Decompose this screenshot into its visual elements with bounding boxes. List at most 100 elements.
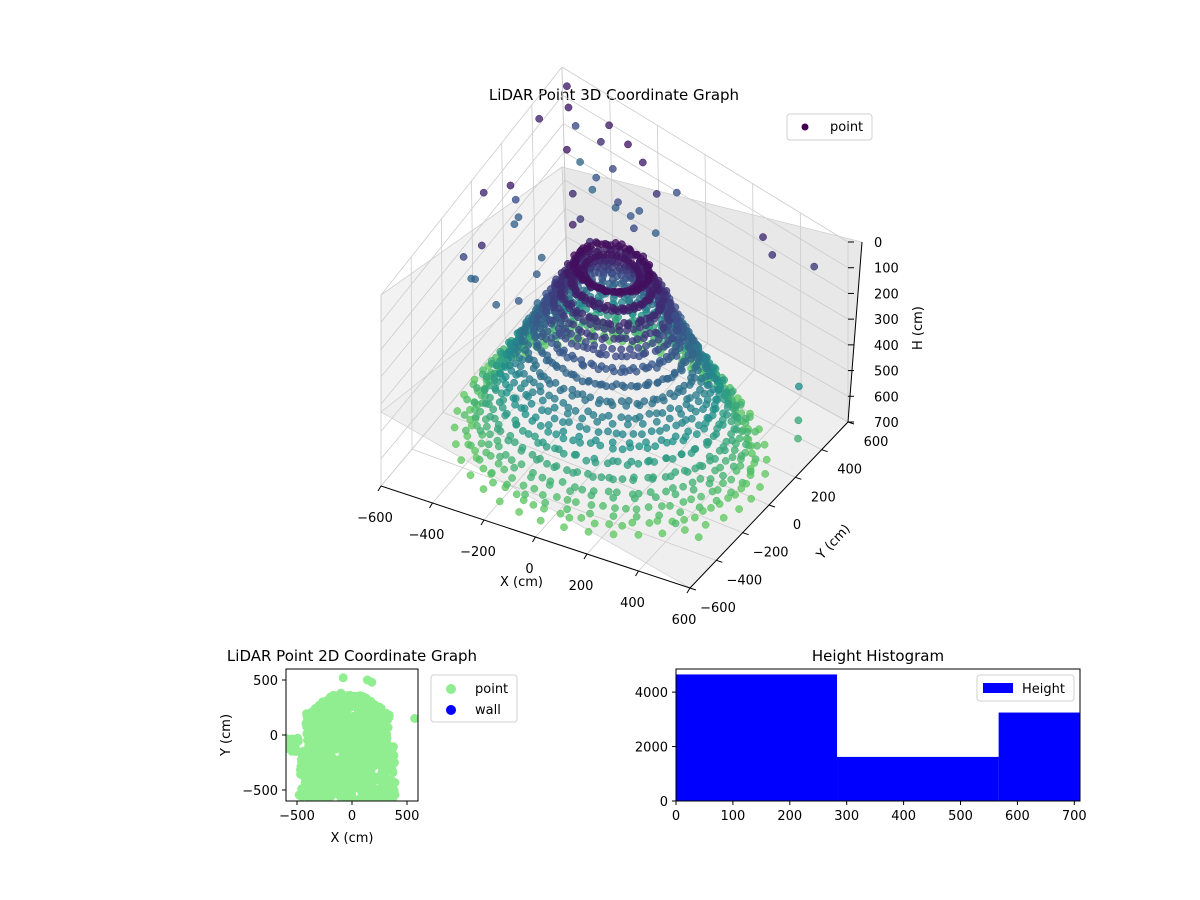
- point3d: [638, 158, 647, 167]
- point3d: [489, 405, 498, 414]
- point3d: [463, 395, 471, 404]
- point2d: [358, 695, 368, 705]
- point3d: [700, 424, 709, 433]
- histogram-x-tick-label: 300: [834, 809, 859, 824]
- point3d: [795, 382, 803, 391]
- point3d: [651, 493, 660, 502]
- point2d: [364, 731, 374, 741]
- point2d: [388, 742, 398, 752]
- point3d: [487, 469, 496, 477]
- point3d: [698, 462, 707, 471]
- point3d: [512, 490, 521, 499]
- plot3d-legend-box: [786, 113, 873, 141]
- point3d: [683, 468, 692, 476]
- grid-line: [799, 212, 802, 396]
- point3d: [578, 414, 587, 423]
- point3d: [521, 410, 530, 419]
- point2d: [318, 697, 328, 707]
- point2d: [366, 781, 376, 791]
- grid-line: [561, 66, 568, 266]
- plot2d-y-tick-label: 500: [253, 674, 278, 689]
- point3d: [514, 213, 523, 222]
- point3d: [452, 440, 460, 448]
- point2d: [306, 721, 316, 731]
- point3d: [659, 324, 668, 333]
- point3d: [718, 421, 727, 429]
- point3d: [624, 140, 632, 149]
- point3d: [735, 505, 743, 513]
- point3d: [518, 355, 526, 364]
- point3d: [496, 452, 504, 461]
- point3d: [510, 220, 519, 229]
- point3d: [737, 452, 746, 460]
- grid-line: [440, 218, 444, 413]
- grid-line: [380, 66, 563, 296]
- histogram-x-tick-label: 100: [720, 809, 745, 824]
- plot2d-x-tick-label: 0: [348, 809, 356, 824]
- point3d: [504, 436, 513, 445]
- point2d: [381, 708, 391, 718]
- point3d: [542, 308, 551, 317]
- point3d: [559, 399, 568, 407]
- point3d: [657, 436, 666, 444]
- point2d: [375, 748, 385, 758]
- point3d: [581, 396, 590, 404]
- point3d: [528, 388, 537, 397]
- point2d: [361, 795, 371, 801]
- point3d: [604, 487, 613, 496]
- point3d: [475, 455, 484, 464]
- plot3d-ticks: −600−400−2000200400600−600−400−200020040…: [357, 236, 899, 628]
- point3d: [682, 400, 691, 409]
- point3d: [486, 430, 494, 439]
- point3d: [563, 145, 571, 154]
- point3d: [536, 387, 545, 396]
- histogram-legend-label: Height: [1022, 682, 1065, 697]
- point3d: [576, 215, 585, 223]
- point3d: [705, 479, 714, 488]
- point3d: [586, 332, 594, 341]
- point3d: [590, 454, 599, 463]
- grid-line: [531, 104, 537, 302]
- point3d: [510, 463, 519, 472]
- point3d: [629, 351, 638, 360]
- point3d: [694, 533, 703, 542]
- point3d: [603, 397, 611, 406]
- point3d: [529, 501, 538, 509]
- point3d: [538, 438, 547, 447]
- point3d: [524, 430, 533, 438]
- point2d: [338, 673, 348, 683]
- point3d: [653, 379, 662, 387]
- point3d: [491, 386, 500, 394]
- point2d: [286, 744, 292, 753]
- point3d: [518, 337, 527, 346]
- point3d: [519, 481, 528, 490]
- point3d: [732, 425, 741, 434]
- point2d: [347, 783, 357, 793]
- point3d: [575, 422, 584, 431]
- point3d: [643, 444, 652, 452]
- x-tick-label: −400: [409, 528, 445, 543]
- point3d: [617, 397, 626, 405]
- y-tick: [768, 504, 776, 508]
- point3d: [569, 469, 577, 477]
- x-tick: [635, 570, 639, 577]
- point2d: [377, 768, 387, 778]
- point3d: [619, 306, 628, 314]
- point3d: [600, 304, 609, 312]
- point3d: [651, 442, 660, 451]
- point3d: [719, 479, 727, 488]
- point3d: [638, 430, 646, 439]
- point3d: [530, 484, 539, 493]
- point2d: [384, 752, 394, 762]
- point3d: [514, 297, 523, 305]
- point3d: [544, 428, 553, 436]
- point3d: [482, 372, 491, 381]
- point2d: [343, 744, 353, 754]
- plot3d-legend-label: point: [830, 120, 863, 135]
- point3d: [559, 434, 568, 443]
- point3d: [638, 420, 647, 428]
- point3d: [560, 523, 568, 532]
- point3d: [641, 364, 650, 373]
- histogram-bars: [676, 674, 1080, 801]
- point3d: [559, 384, 568, 393]
